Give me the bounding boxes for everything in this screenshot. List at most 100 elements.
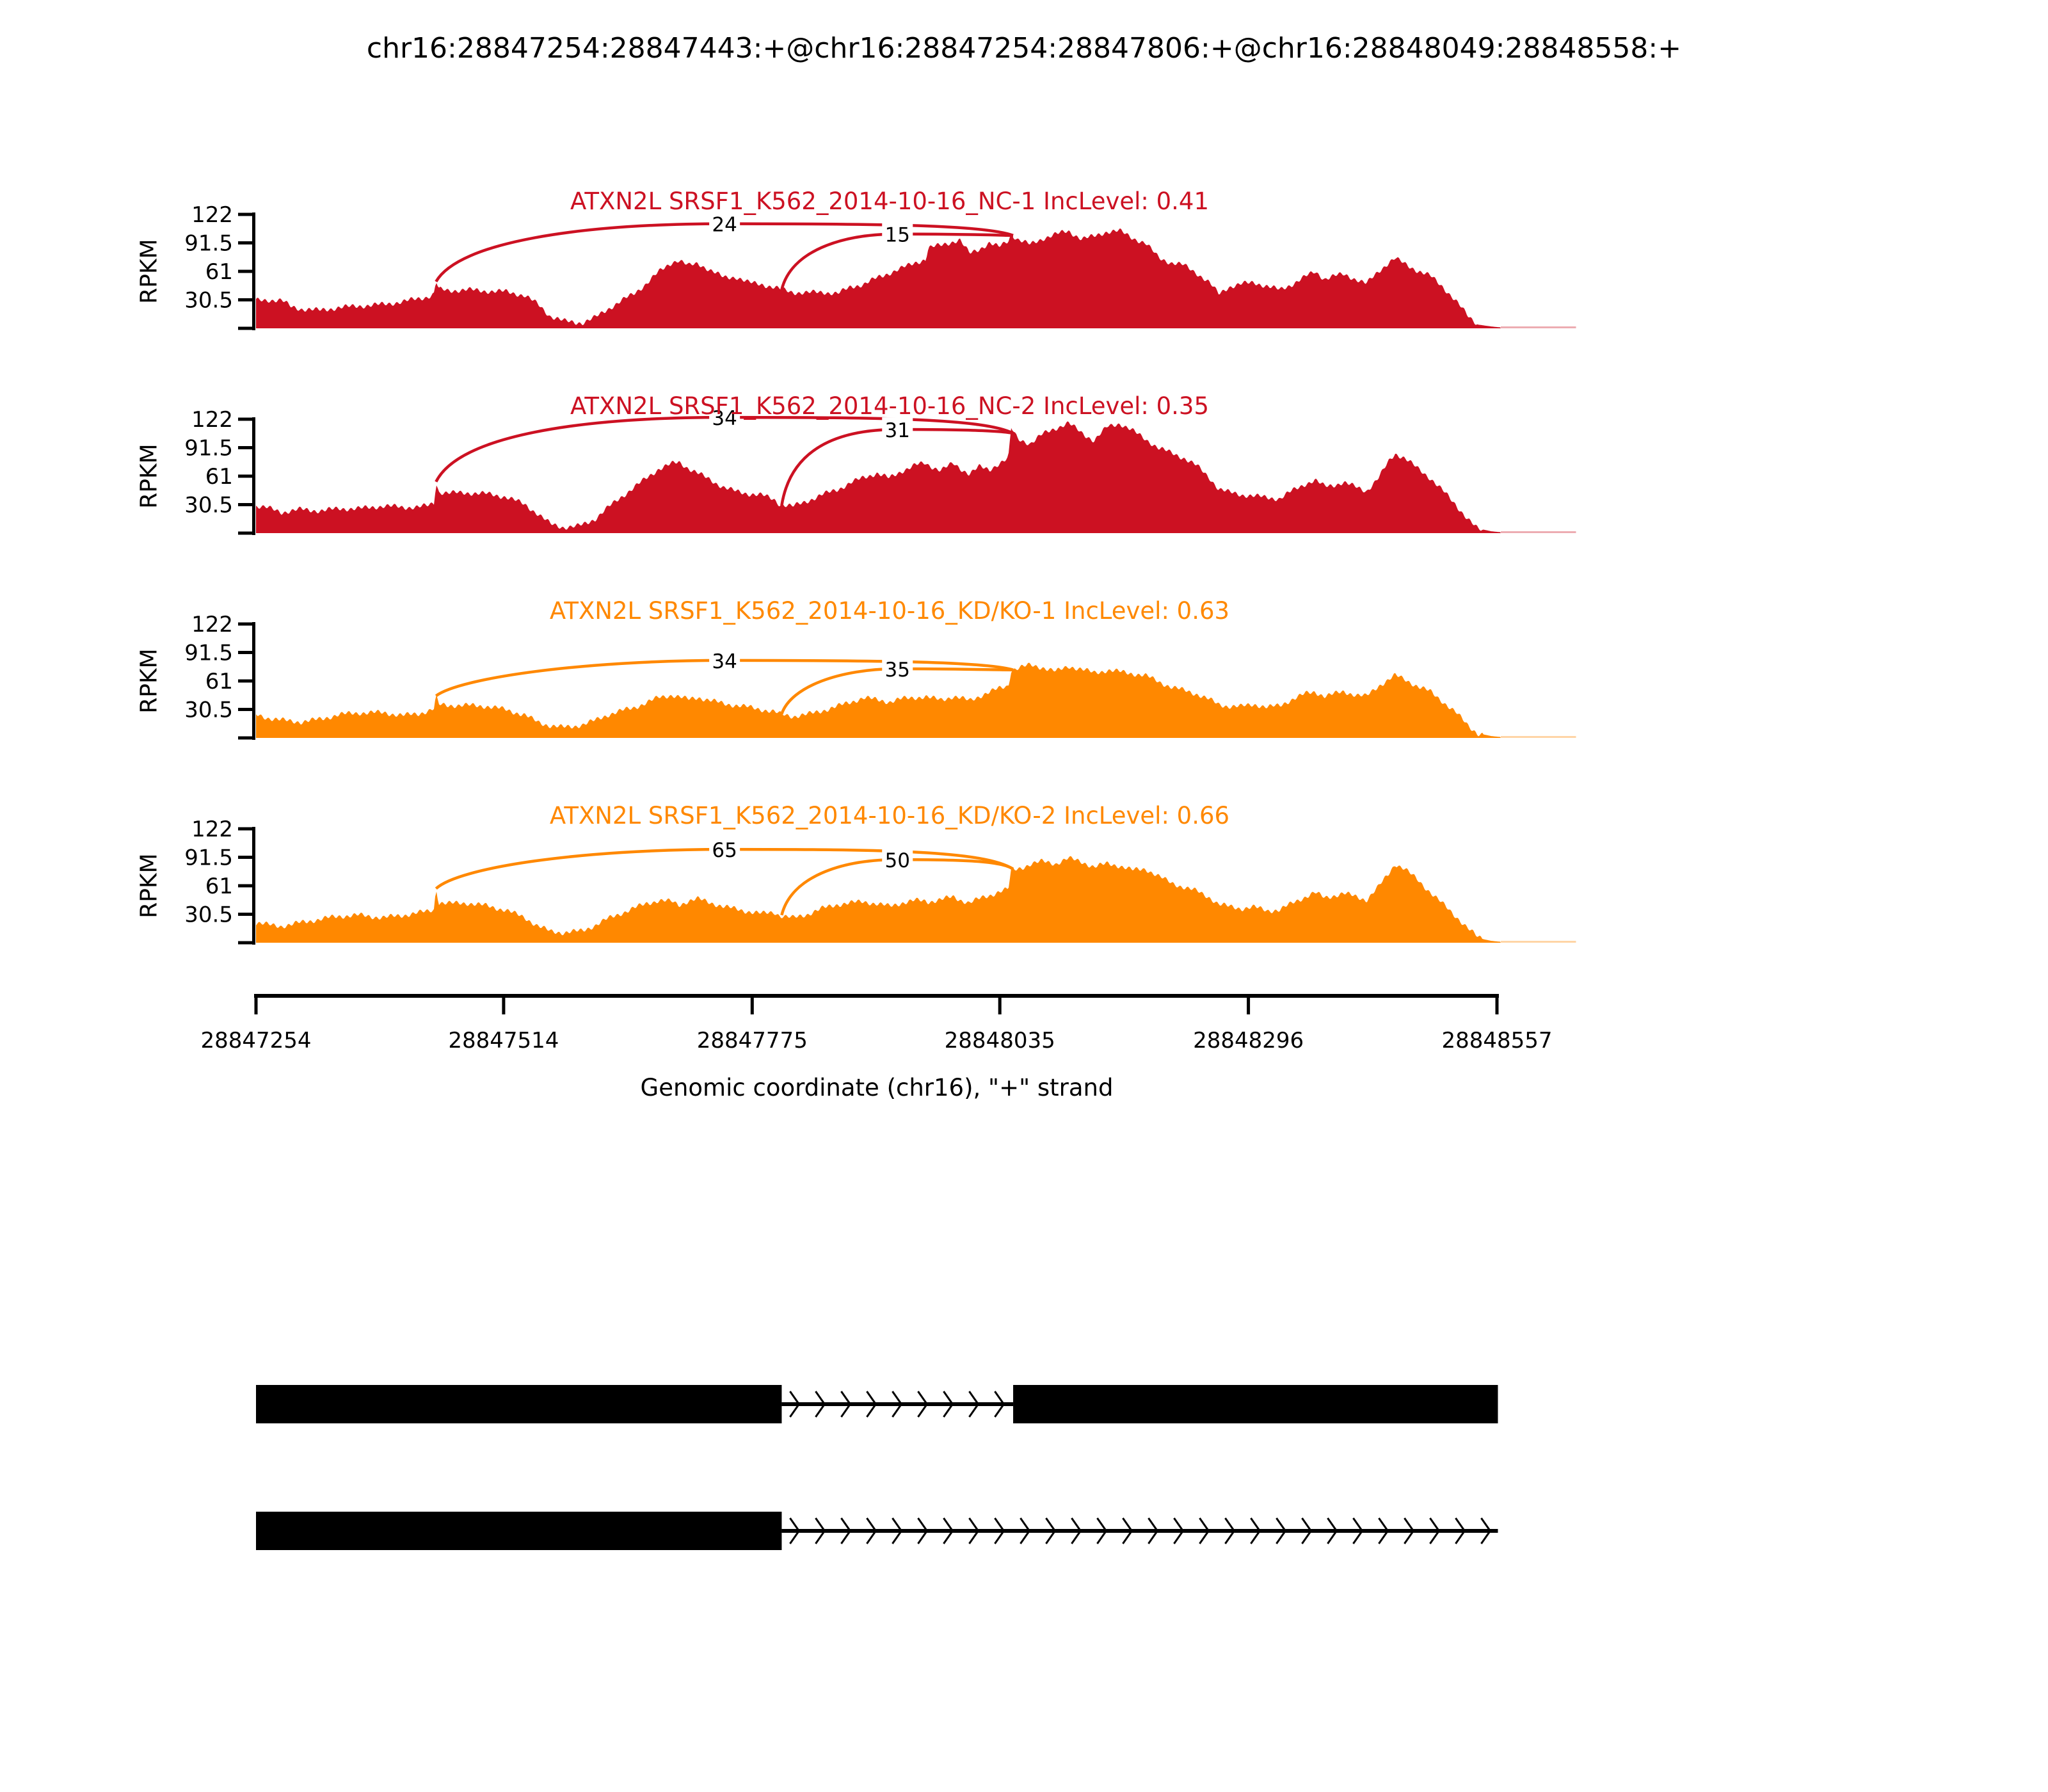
- junction-count-label: 15: [885, 223, 910, 246]
- strand-arrow-icon: [789, 1517, 801, 1544]
- track-title-NC-2: ATXN2L SRSF1_K562_2014-10-16_NC-2 IncLev…: [570, 392, 1209, 420]
- strand-arrow-icon: [866, 1517, 877, 1544]
- strand-arrow-icon: [1327, 1517, 1338, 1544]
- y-tick-label: 61: [205, 874, 233, 899]
- y-axis-tick: [238, 856, 253, 859]
- y-axis-tick: [238, 269, 253, 273]
- y-axis-tick: [238, 417, 253, 421]
- strand-arrow-icon: [1020, 1517, 1031, 1544]
- y-tick-label: 122: [191, 817, 233, 842]
- coverage-area-KD/KO-2: [256, 856, 1501, 943]
- strand-arrow-icon: [917, 1391, 929, 1418]
- strand-arrow-icon: [1173, 1517, 1185, 1544]
- strand-arrow-icon: [866, 1391, 877, 1418]
- x-axis-tick: [254, 994, 258, 1014]
- strand-arrow-icon: [1224, 1517, 1236, 1544]
- y-tick-label: 122: [191, 407, 233, 433]
- x-axis-tick: [502, 994, 506, 1014]
- junction-count-label: 34: [712, 407, 737, 430]
- junction-count-label: 34: [712, 650, 737, 673]
- exon-box: [256, 1385, 782, 1423]
- strand-arrow-icon: [1480, 1517, 1492, 1544]
- strand-arrow-icon: [815, 1517, 826, 1544]
- x-tick-label: 28848296: [1193, 1028, 1304, 1053]
- y-axis-tick: [238, 708, 253, 711]
- y-axis-tick: [238, 503, 253, 506]
- y-axis-tick: [238, 474, 253, 478]
- strand-arrow-icon: [1071, 1517, 1082, 1544]
- strand-arrow-icon: [1404, 1517, 1415, 1544]
- y-axis-tick: [238, 241, 253, 244]
- strand-arrow-icon: [840, 1517, 852, 1544]
- x-axis-tick: [998, 994, 1002, 1014]
- y-axis-tick: [238, 531, 253, 535]
- y-axis-tick: [238, 651, 253, 654]
- strand-arrow-icon: [789, 1391, 801, 1418]
- strand-arrow-icon: [1250, 1517, 1261, 1544]
- x-axis-tick: [1495, 994, 1499, 1014]
- y-axis-tick: [238, 679, 253, 683]
- y-tick-label: 91.5: [184, 845, 233, 870]
- strand-arrow-icon: [943, 1391, 954, 1418]
- strand-arrow-icon: [1429, 1517, 1441, 1544]
- strand-arrow-icon: [1096, 1517, 1108, 1544]
- intron-line: [781, 1529, 1498, 1533]
- y-tick-label: 61: [205, 669, 233, 694]
- strand-arrow-icon: [892, 1517, 903, 1544]
- y-tick-label: 61: [205, 464, 233, 490]
- x-axis-line: [254, 994, 1499, 998]
- strand-arrow-icon: [994, 1517, 1005, 1544]
- y-axis-tick: [238, 913, 253, 916]
- strand-arrow-icon: [968, 1391, 980, 1418]
- x-tick-label: 28847514: [448, 1028, 559, 1053]
- x-tick-label: 28847254: [200, 1028, 311, 1053]
- y-tick-label: 30.5: [184, 902, 233, 927]
- strand-arrow-icon: [1301, 1517, 1313, 1544]
- y-axis-tick: [238, 884, 253, 888]
- y-axis-tick: [238, 736, 253, 740]
- junction-count-bg: [709, 405, 740, 430]
- strand-arrow-icon: [968, 1517, 980, 1544]
- y-axis-tick: [238, 446, 253, 449]
- strand-arrow-icon: [1148, 1517, 1159, 1544]
- y-axis-tick: [238, 622, 253, 626]
- strand-arrow-icon: [943, 1517, 954, 1544]
- coverage-tail: [1500, 326, 1576, 328]
- y-tick-label: 122: [191, 612, 233, 637]
- y-axis-tick: [238, 941, 253, 945]
- strand-arrow-icon: [1276, 1517, 1287, 1544]
- y-axis-title: RPKM: [136, 648, 163, 713]
- strand-arrow-icon: [1378, 1517, 1389, 1544]
- strand-arrow-icon: [1455, 1517, 1466, 1544]
- y-tick-label: 30.5: [184, 287, 233, 313]
- strand-arrow-icon: [917, 1517, 929, 1544]
- coverage-tail: [1500, 736, 1576, 738]
- strand-arrow-icon: [815, 1391, 826, 1418]
- x-axis-label: Genomic coordinate (chr16), "+" strand: [640, 1074, 1114, 1101]
- y-axis-tick: [238, 827, 253, 831]
- coverage-tail: [1500, 531, 1576, 533]
- x-tick-label: 28848557: [1441, 1028, 1552, 1053]
- y-axis-spine: [252, 212, 255, 330]
- y-axis-tick: [238, 326, 253, 330]
- junction-count-label: 50: [885, 849, 910, 872]
- junction-count-label: 65: [712, 839, 737, 862]
- y-axis-spine: [252, 827, 255, 945]
- y-tick-label: 91.5: [184, 640, 233, 666]
- strand-arrow-icon: [892, 1391, 903, 1418]
- coverage-tail: [1500, 941, 1576, 943]
- track-title-KD/KO-2: ATXN2L SRSF1_K562_2014-10-16_KD/KO-2 Inc…: [550, 802, 1229, 829]
- y-tick-label: 91.5: [184, 230, 233, 256]
- coverage-area-KD/KO-1: [256, 662, 1501, 738]
- junction-count-bg: [709, 837, 740, 862]
- y-axis-spine: [252, 622, 255, 740]
- junction-count-bg: [709, 648, 740, 673]
- junction-count-bg: [882, 221, 913, 246]
- y-tick-label: 30.5: [184, 492, 233, 518]
- x-axis-tick: [750, 994, 754, 1014]
- junction-count-bg: [882, 417, 913, 442]
- strand-arrow-icon: [1352, 1517, 1364, 1544]
- track-title-NC-1: ATXN2L SRSF1_K562_2014-10-16_NC-1 IncLev…: [570, 188, 1209, 215]
